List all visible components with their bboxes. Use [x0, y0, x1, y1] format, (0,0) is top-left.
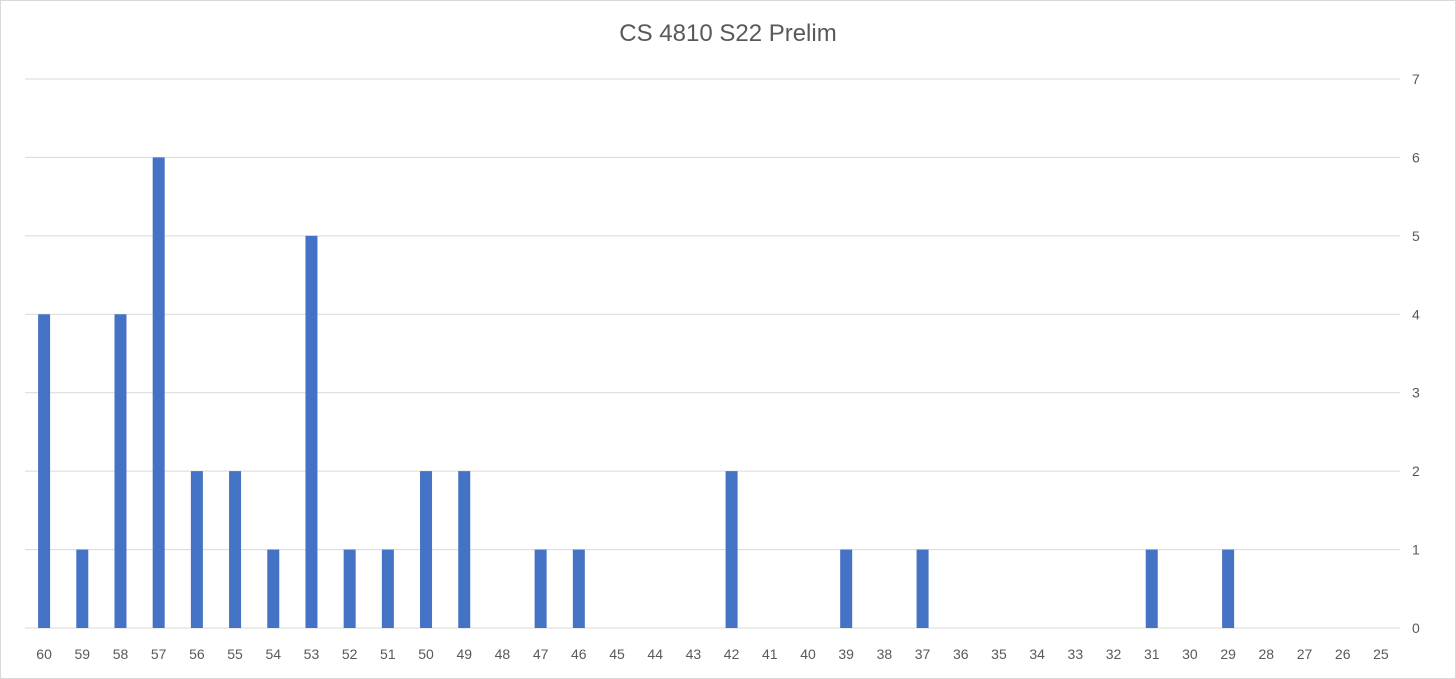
bar-37 [916, 549, 929, 628]
bar-52 [343, 549, 356, 628]
x-tick-label: 42 [724, 646, 740, 662]
bar-42 [725, 471, 738, 628]
x-tick-label: 28 [1259, 646, 1275, 662]
x-tick-label: 52 [342, 646, 358, 662]
y-tick-label: 7 [1412, 71, 1420, 87]
x-tick-label: 35 [991, 646, 1007, 662]
gridlines [25, 78, 1400, 629]
x-tick-label: 30 [1182, 646, 1198, 662]
y-tick-label: 5 [1412, 228, 1420, 244]
bar-54 [267, 549, 280, 628]
x-tick-label: 50 [418, 646, 434, 662]
x-tick-label: 47 [533, 646, 549, 662]
x-tick-label: 27 [1297, 646, 1313, 662]
x-tick-label: 59 [75, 646, 91, 662]
bar-49 [458, 471, 471, 628]
x-tick-label: 39 [838, 646, 854, 662]
chart-title: CS 4810 S22 Prelim [619, 20, 837, 47]
y-tick-label: 1 [1412, 542, 1420, 558]
y-tick-label: 3 [1412, 385, 1420, 401]
bar-53 [305, 235, 318, 628]
x-tick-label: 51 [380, 646, 396, 662]
x-tick-label: 44 [647, 646, 663, 662]
x-tick-label: 38 [877, 646, 893, 662]
x-tick-label: 48 [495, 646, 511, 662]
x-tick-label: 31 [1144, 646, 1160, 662]
x-tick-label: 49 [456, 646, 472, 662]
x-tick-label: 32 [1106, 646, 1122, 662]
bar-46 [572, 549, 585, 628]
bars [38, 157, 1235, 628]
bar-55 [229, 471, 242, 628]
x-tick-label: 25 [1373, 646, 1389, 662]
bar-29 [1222, 549, 1235, 628]
x-tick-label: 29 [1220, 646, 1236, 662]
x-tick-label: 53 [304, 646, 320, 662]
x-tick-label: 40 [800, 646, 816, 662]
x-tick-labels: 60 59 58 57 56 55 54 53 52 51 50 49 48 47 46 45 44 43 42 41… [36, 646, 1389, 662]
x-tick-label: 57 [151, 646, 167, 662]
x-tick-label: 46 [571, 646, 587, 662]
y-tick-label: 4 [1412, 306, 1420, 322]
bar-47 [534, 549, 547, 628]
bar-56 [190, 471, 203, 628]
bar-51 [381, 549, 394, 628]
y-tick-label: 0 [1412, 620, 1420, 636]
y-tick-label: 6 [1412, 149, 1420, 165]
y-tick-label: 2 [1412, 463, 1420, 479]
bar-58 [114, 314, 127, 628]
x-tick-label: 55 [227, 646, 243, 662]
bar-57 [152, 157, 165, 628]
x-tick-label: 45 [609, 646, 625, 662]
x-tick-label: 41 [762, 646, 778, 662]
x-tick-label: 58 [113, 646, 129, 662]
bar-50 [420, 471, 433, 628]
x-tick-label: 33 [1068, 646, 1084, 662]
bar-39 [840, 549, 853, 628]
bar-31 [1145, 549, 1158, 628]
x-tick-label: 34 [1029, 646, 1045, 662]
bar-59 [76, 549, 89, 628]
x-tick-label: 60 [36, 646, 52, 662]
bar-60 [38, 314, 51, 628]
y-tick-labels: 0 1 2 3 4 5 6 7 [1412, 71, 1420, 636]
x-tick-label: 37 [915, 646, 931, 662]
x-tick-label: 56 [189, 646, 205, 662]
x-tick-label: 54 [265, 646, 281, 662]
x-tick-label: 43 [686, 646, 702, 662]
x-tick-label: 26 [1335, 646, 1351, 662]
x-tick-label: 36 [953, 646, 969, 662]
